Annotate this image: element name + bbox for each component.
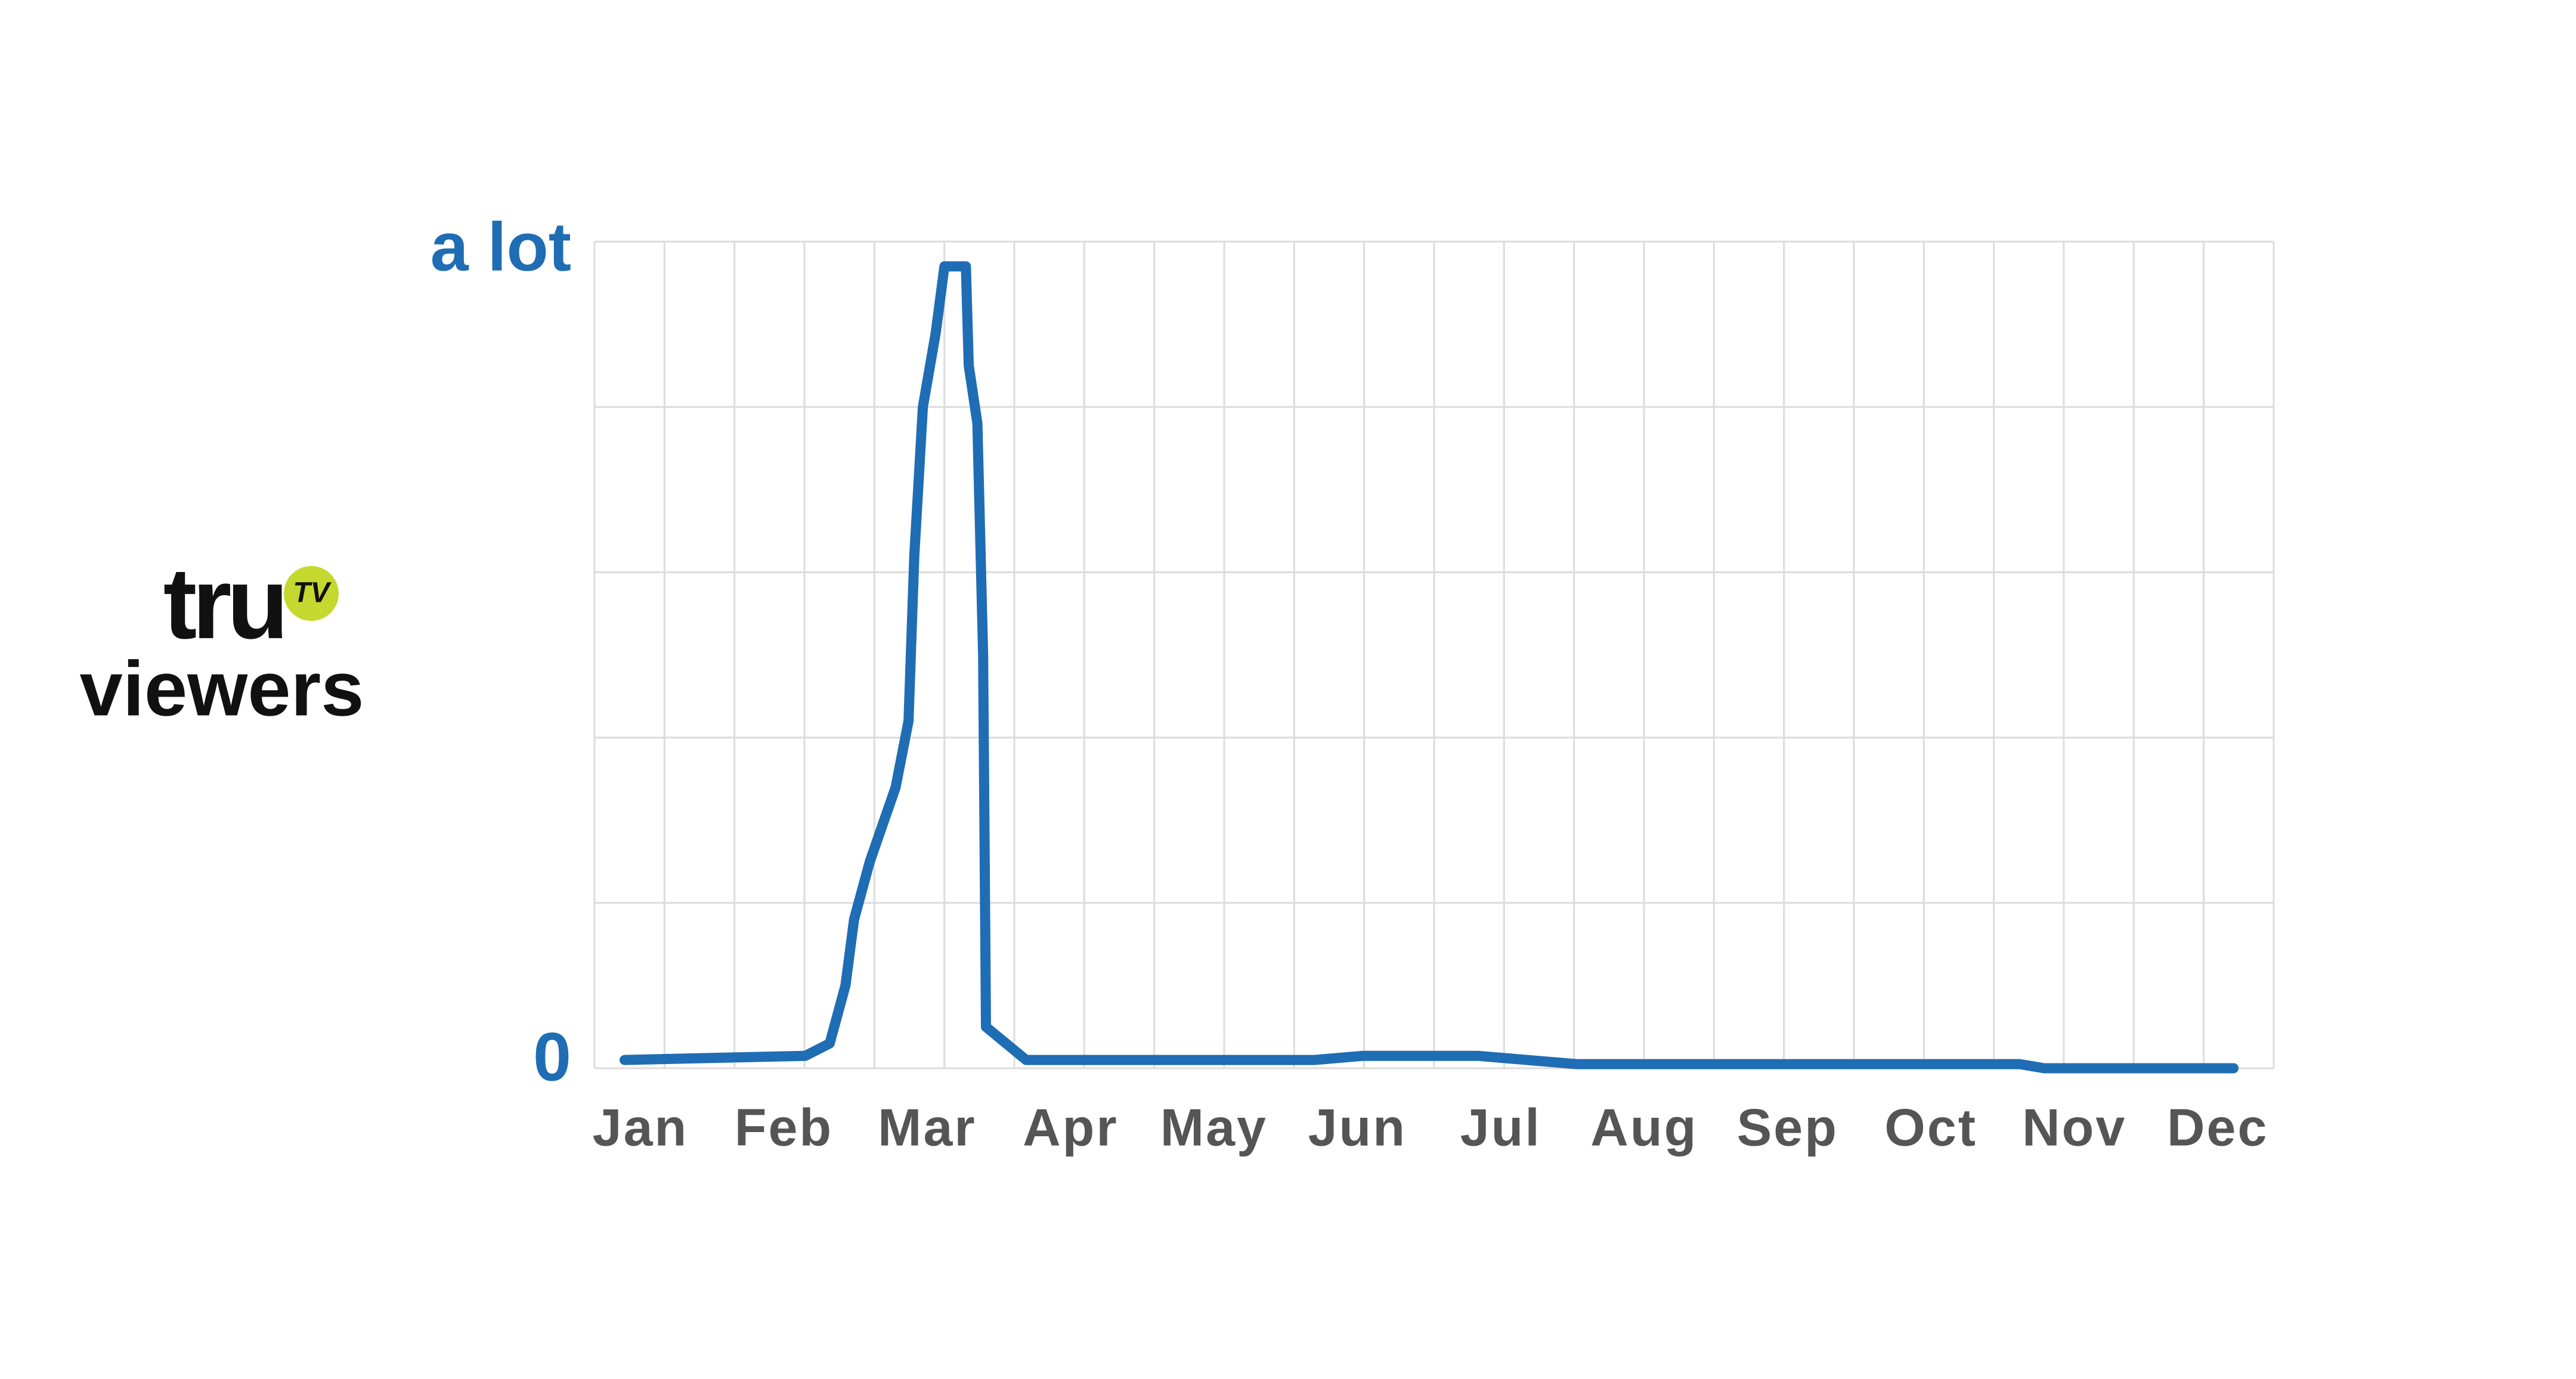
logo-text: tru (163, 547, 284, 660)
logo-badge (284, 566, 339, 621)
x-tick-label: Nov (2022, 1097, 2126, 1157)
line (620, 261, 2239, 1074)
x-tick-label: Aug (1590, 1097, 1698, 1157)
x-tick-label: May (1160, 1097, 1268, 1157)
x-tick-label: Apr (1023, 1097, 1119, 1157)
x-tick-label: Oct (1884, 1097, 1977, 1157)
y-tick-label: a lot (431, 209, 571, 285)
x-tick-label: Jul (1460, 1097, 1541, 1157)
x-tick-label: Mar (878, 1097, 977, 1157)
y-tick-label: 0 (533, 1019, 571, 1095)
x-tick-label: Dec (2167, 1097, 2268, 1157)
x-tick-label: Feb (735, 1097, 833, 1157)
y-axis-label: viewers (79, 645, 364, 732)
x-tick-label: Jan (593, 1097, 689, 1157)
x-tick-label: Jun (1308, 1097, 1407, 1157)
logo-badge-text: TV (293, 577, 332, 609)
x-tick-label: Sep (1737, 1097, 1838, 1157)
